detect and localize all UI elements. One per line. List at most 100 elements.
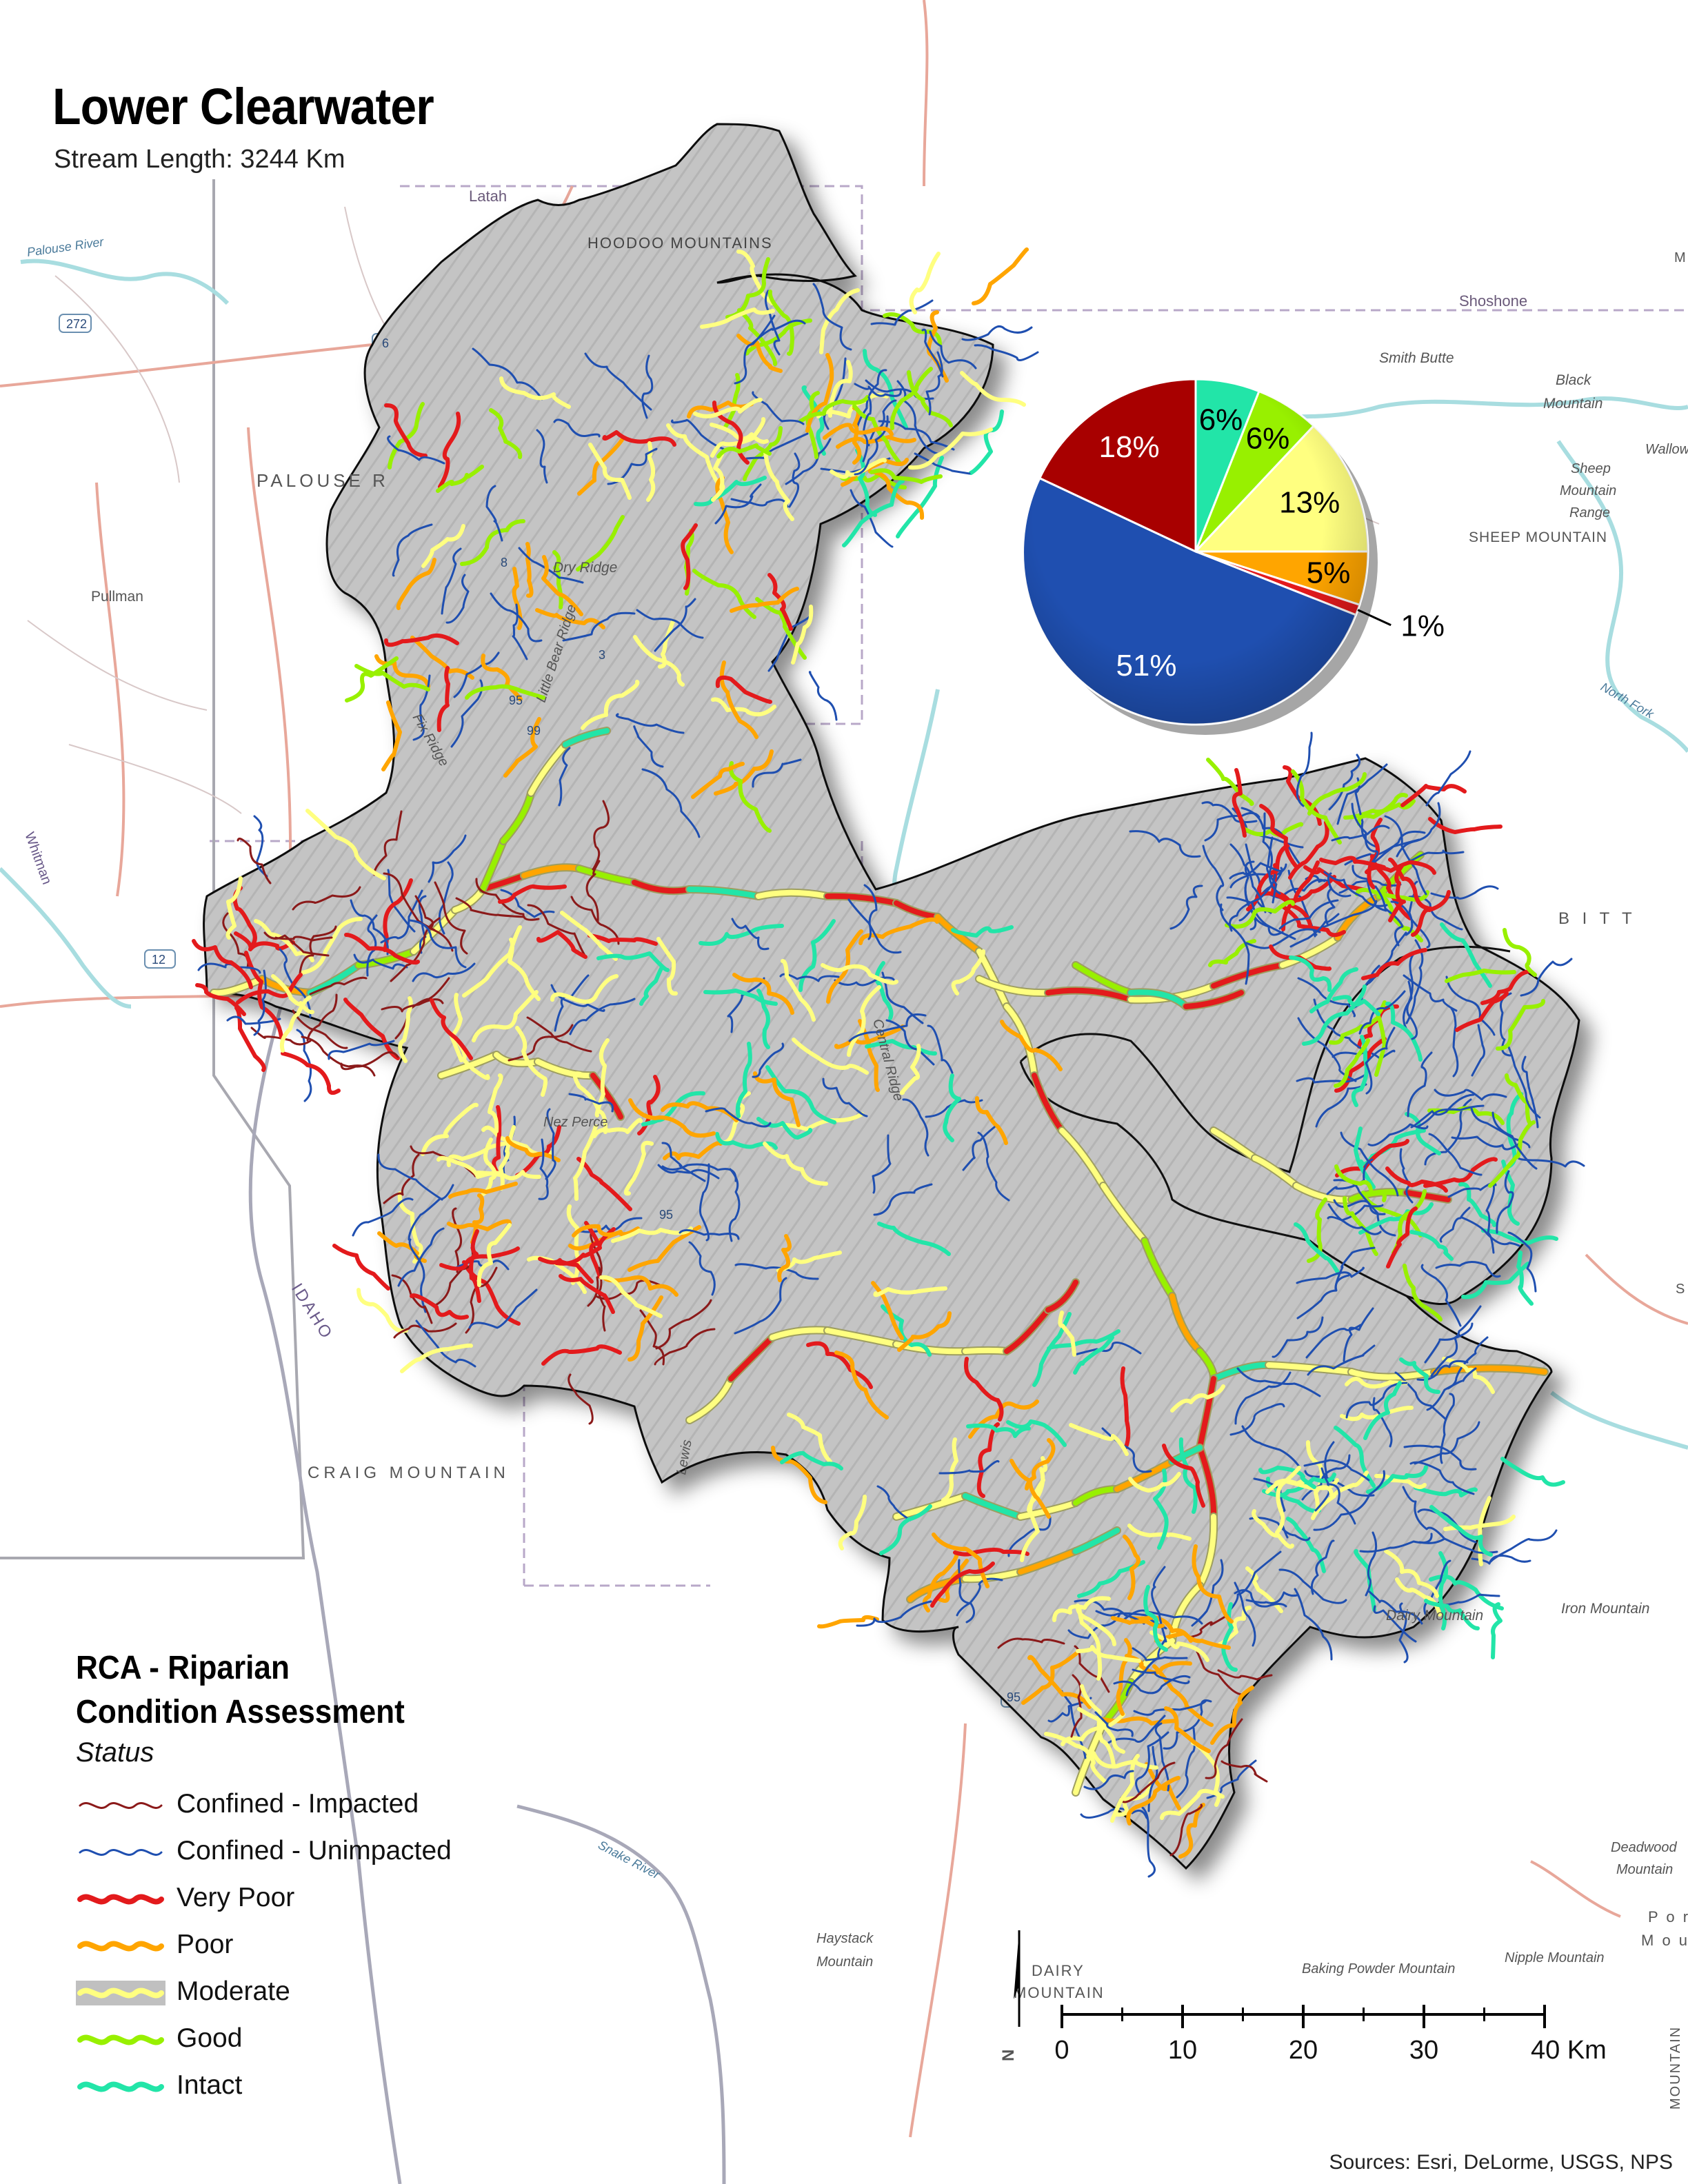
tributary — [1414, 1421, 1480, 1465]
tributary — [878, 420, 955, 451]
tributary — [1405, 939, 1424, 1024]
tributary — [753, 1071, 801, 1127]
label-snake-river: Snake River — [596, 1838, 663, 1882]
tributary — [1094, 1711, 1134, 1737]
tributary — [1113, 1675, 1191, 1695]
tributary — [734, 1277, 787, 1335]
legend-item-poor: Poor — [76, 1924, 517, 1971]
tributary — [1359, 1533, 1433, 1553]
tributary — [1296, 1266, 1365, 1284]
tributary — [767, 615, 812, 672]
tributary — [475, 878, 540, 921]
legend-item-label: Very Poor — [177, 1883, 295, 1912]
tributary — [1450, 1007, 1459, 1078]
tributary — [1500, 1457, 1565, 1487]
tributary — [412, 962, 476, 982]
tributary — [1499, 992, 1512, 1057]
tributary — [597, 1266, 606, 1332]
tributary — [1354, 1126, 1376, 1189]
tributary — [961, 325, 1033, 341]
tributary — [977, 1131, 1010, 1202]
tributary — [485, 485, 503, 542]
label-por: P o r — [1648, 1908, 1688, 1925]
tributary — [1313, 1470, 1386, 1531]
tributary — [743, 318, 812, 356]
tributary — [356, 1288, 408, 1333]
tributary — [1007, 1516, 1052, 1557]
tributary — [384, 403, 428, 458]
tributary — [1129, 830, 1201, 858]
tributary — [661, 1101, 738, 1122]
tributary — [584, 352, 652, 411]
tributary — [299, 925, 337, 975]
tributary — [1229, 873, 1276, 932]
tributary — [414, 895, 454, 952]
tributary — [1461, 1261, 1530, 1300]
tributary — [1491, 1602, 1503, 1659]
label-hwy-99: 99 — [527, 724, 541, 738]
tributary — [1287, 869, 1318, 936]
legend-swatch-line — [77, 1941, 164, 1952]
watershed-basin — [203, 123, 1580, 1870]
tributary — [450, 993, 463, 1062]
tributary — [279, 995, 312, 1053]
tributary — [1403, 1444, 1477, 1470]
tributary — [525, 542, 534, 598]
tributary — [636, 609, 704, 639]
tributary — [877, 1222, 951, 1256]
tributary — [823, 357, 847, 430]
tributary — [1128, 1472, 1181, 1493]
tributary — [1121, 1609, 1203, 1625]
tributary — [806, 1341, 873, 1389]
tributary — [436, 465, 484, 493]
tributary — [1232, 768, 1247, 838]
tributary — [332, 1244, 390, 1291]
label-black-mtn-1: Black — [1556, 372, 1592, 388]
tributary — [798, 395, 870, 423]
tributary — [1061, 1712, 1125, 1746]
tributary — [465, 1266, 498, 1334]
tributary — [656, 937, 678, 996]
tributary — [1009, 1459, 1051, 1519]
tributary — [1489, 1529, 1558, 1563]
tributary — [1113, 1781, 1153, 1817]
tributary — [897, 1311, 952, 1352]
label-craig-mountain: CRAIG MOUNTAIN — [308, 1464, 510, 1482]
tributary — [1367, 1123, 1429, 1146]
tributary — [715, 675, 772, 704]
tributary — [445, 574, 470, 624]
tributary — [1145, 1762, 1181, 1810]
tributary — [1338, 880, 1402, 894]
pie-slice-label: 6% — [1246, 421, 1290, 455]
tributary — [1047, 1329, 1121, 1351]
tributary — [1245, 1591, 1298, 1604]
tributary — [663, 1141, 723, 1160]
tributary — [560, 911, 618, 961]
tributary — [1077, 1707, 1125, 1754]
main-stem-segment — [411, 907, 458, 954]
tributary — [512, 603, 528, 660]
tributary — [1416, 1359, 1469, 1382]
tributary — [408, 919, 467, 969]
tributary — [499, 376, 571, 409]
label-hwy-272: 272 — [66, 317, 87, 331]
tributary — [734, 1263, 819, 1280]
tributary — [400, 1343, 473, 1373]
tributary — [1340, 1131, 1399, 1197]
label-deadwood-1: Deadwood — [1611, 1840, 1678, 1855]
main-stem-segment — [1045, 987, 1134, 1002]
tributary — [1503, 928, 1537, 977]
tributary — [558, 747, 571, 807]
tributary — [397, 1191, 423, 1264]
label-bitt: B I T T — [1558, 909, 1636, 928]
tributary — [1143, 1585, 1168, 1652]
tributary — [225, 876, 243, 940]
tributary — [1052, 1596, 1111, 1622]
tributary — [730, 498, 789, 508]
tributary — [1069, 1423, 1129, 1456]
tributary — [1445, 969, 1516, 983]
tributary — [703, 989, 778, 1006]
legend-swatch — [77, 1894, 164, 1905]
main-stem-segment — [1142, 1238, 1175, 1299]
tributary — [756, 989, 770, 1049]
